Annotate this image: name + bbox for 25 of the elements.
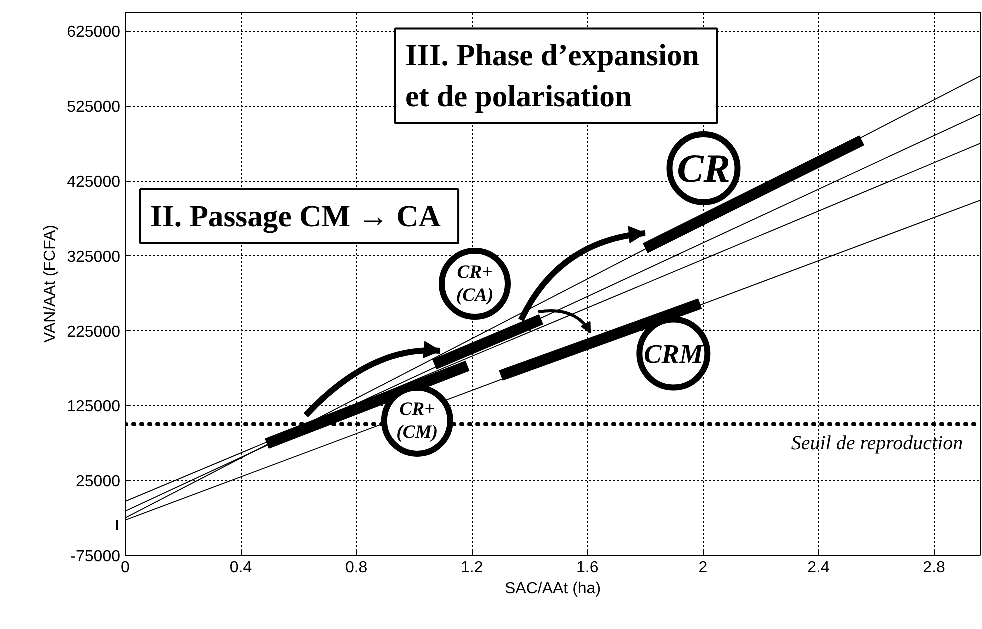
x-tick-label: 2.4 bbox=[808, 560, 830, 576]
series-label: CR bbox=[677, 146, 730, 191]
y-tick-label: 525000 bbox=[67, 99, 121, 116]
ref-line-label: Seuil de reproduction bbox=[791, 432, 964, 454]
y-tick-label: -75000 bbox=[70, 548, 121, 566]
x-tick-label: 0.8 bbox=[345, 560, 368, 576]
x-tick-label: 2 bbox=[698, 560, 708, 576]
series-label: CRM bbox=[644, 338, 705, 369]
x-tick-label: 0 bbox=[121, 560, 130, 576]
x-tick-label: 2.8 bbox=[923, 560, 946, 576]
x-tick-label: 1.6 bbox=[576, 560, 599, 576]
x-tick-label: 1.2 bbox=[461, 560, 484, 576]
y-tick-label: 125000 bbox=[67, 398, 121, 416]
y-tick-label: 625000 bbox=[67, 24, 121, 42]
annotation: II. Passage CM → CA bbox=[150, 200, 441, 234]
series-label: CR+ (CM) bbox=[396, 398, 438, 444]
y-axis-title: VAN/AAt (FCFA) bbox=[42, 225, 60, 343]
y-tick-label: 425000 bbox=[67, 174, 121, 192]
x-axis-title: SAC/AAt (ha) bbox=[504, 580, 602, 598]
y-tick-label: 225000 bbox=[67, 324, 121, 341]
y-tick-label: 325000 bbox=[67, 248, 121, 266]
x-tick-label: 0.4 bbox=[230, 560, 252, 576]
series-label: CR+ (CA) bbox=[456, 262, 494, 306]
y-tick-label: 25000 bbox=[76, 474, 121, 491]
annotation: III. Phase d’expansion et de polarisation bbox=[406, 38, 700, 114]
